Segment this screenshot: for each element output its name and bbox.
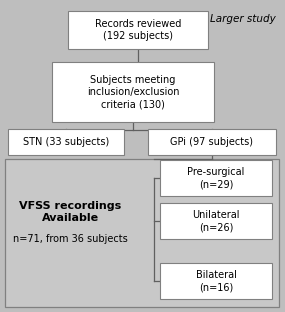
- Text: n=71, from 36 subjects: n=71, from 36 subjects: [13, 234, 127, 244]
- FancyBboxPatch shape: [68, 11, 208, 49]
- FancyBboxPatch shape: [160, 160, 272, 196]
- Text: VFSS recordings
Available: VFSS recordings Available: [19, 201, 121, 223]
- Text: Bilateral
(n=16): Bilateral (n=16): [196, 270, 237, 292]
- Text: Records reviewed
(192 subjects): Records reviewed (192 subjects): [95, 19, 181, 41]
- Text: Pre-surgical
(n=29): Pre-surgical (n=29): [187, 167, 245, 189]
- FancyBboxPatch shape: [5, 159, 279, 307]
- FancyBboxPatch shape: [160, 263, 272, 299]
- Text: Unilateral
(n=26): Unilateral (n=26): [192, 210, 240, 232]
- Text: GPi (97 subjects): GPi (97 subjects): [170, 137, 253, 147]
- Text: Larger study: Larger study: [210, 14, 276, 24]
- FancyBboxPatch shape: [148, 129, 276, 155]
- Text: STN (33 subjects): STN (33 subjects): [23, 137, 109, 147]
- FancyBboxPatch shape: [8, 129, 124, 155]
- FancyBboxPatch shape: [52, 62, 214, 122]
- FancyBboxPatch shape: [160, 203, 272, 239]
- Text: Subjects meeting
inclusion/exclusion
criteria (130): Subjects meeting inclusion/exclusion cri…: [87, 75, 179, 110]
